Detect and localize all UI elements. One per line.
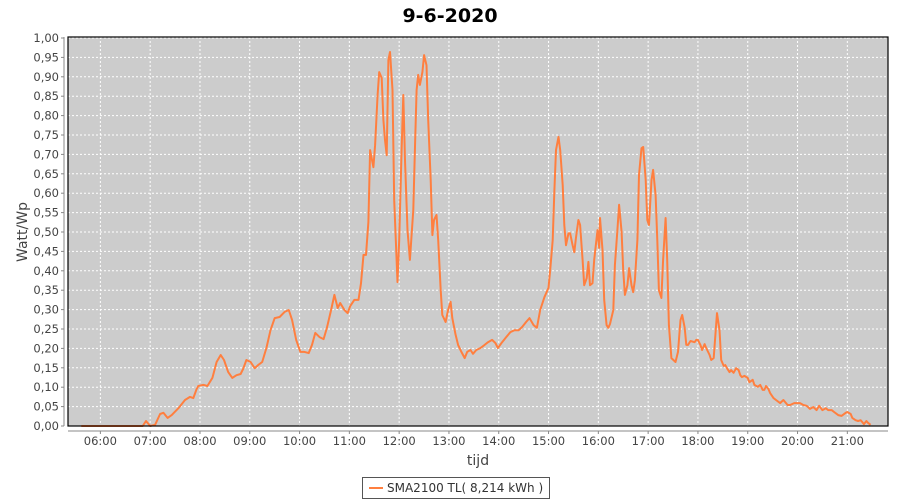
y-tick-label: 0,45 (33, 244, 59, 258)
x-tick-label: 20:00 (781, 434, 814, 448)
y-tick-label: 0,55 (33, 206, 59, 220)
x-tick-label: 21:00 (831, 434, 864, 448)
x-tick-label: 18:00 (681, 434, 714, 448)
x-axis-label: tijd (467, 453, 489, 469)
plot-border (67, 36, 889, 427)
y-tick-label: 0,90 (33, 70, 59, 84)
y-tick-label: 0,40 (33, 264, 59, 278)
legend-swatch (369, 487, 383, 489)
y-tick-label: 0,00 (33, 419, 59, 433)
x-tick-label: 19:00 (731, 434, 764, 448)
legend-label: SMA2100 TL( 8,214 kWh ) (387, 481, 544, 495)
y-tick-label: 0,30 (33, 303, 59, 317)
x-tick-label: 16:00 (582, 434, 615, 448)
y-tick-label: 0,70 (33, 147, 59, 161)
y-tick-label: 0,60 (33, 186, 59, 200)
y-tick-label: 0,65 (33, 167, 59, 181)
x-axis: 06:00 07:00 08:00 09:00 10:00 11:00 12:00 13:00… (68, 430, 888, 448)
y-axis: 0,00 0,05 0,10 0,15 0,20 0,25 0,30 0,35 0,40 0,45… (33, 31, 65, 433)
x-tick-label: 07:00 (134, 434, 167, 448)
x-tick-label: 06:00 (84, 434, 117, 448)
x-tick-label: 13:00 (432, 434, 465, 448)
x-tick-label: 09:00 (233, 434, 266, 448)
x-tick-label: 11:00 (333, 434, 366, 448)
x-tick-label: 12:00 (383, 434, 416, 448)
y-tick-label: 0,10 (33, 380, 59, 394)
x-tick-label: 17:00 (632, 434, 665, 448)
y-tick-label: 0,50 (33, 225, 59, 239)
x-tick-label: 08:00 (183, 434, 216, 448)
series-line (81, 51, 872, 427)
y-tick-label: 0,35 (33, 283, 59, 297)
x-tick-label: 10:00 (283, 434, 316, 448)
y-tick-label: 0,80 (33, 109, 59, 123)
y-tick-label: 0,95 (33, 50, 59, 64)
y-tick-label: 0,15 (33, 361, 59, 375)
y-tick-label: 0,05 (33, 400, 59, 414)
grid (68, 37, 888, 426)
legend: SMA2100 TL( 8,214 kWh ) (362, 477, 551, 499)
chart-title: 9-6-2020 (402, 5, 497, 27)
y-tick-label: 0,75 (33, 128, 59, 142)
x-tick-label: 14:00 (482, 434, 515, 448)
x-tick-label: 15:00 (532, 434, 565, 448)
y-tick-label: 0,85 (33, 89, 59, 103)
y-tick-label: 0,20 (33, 341, 59, 355)
y-axis-label: Watt/Wp (15, 202, 31, 262)
y-tick-label: 1,00 (33, 31, 59, 45)
y-tick-label: 0,25 (33, 322, 59, 336)
